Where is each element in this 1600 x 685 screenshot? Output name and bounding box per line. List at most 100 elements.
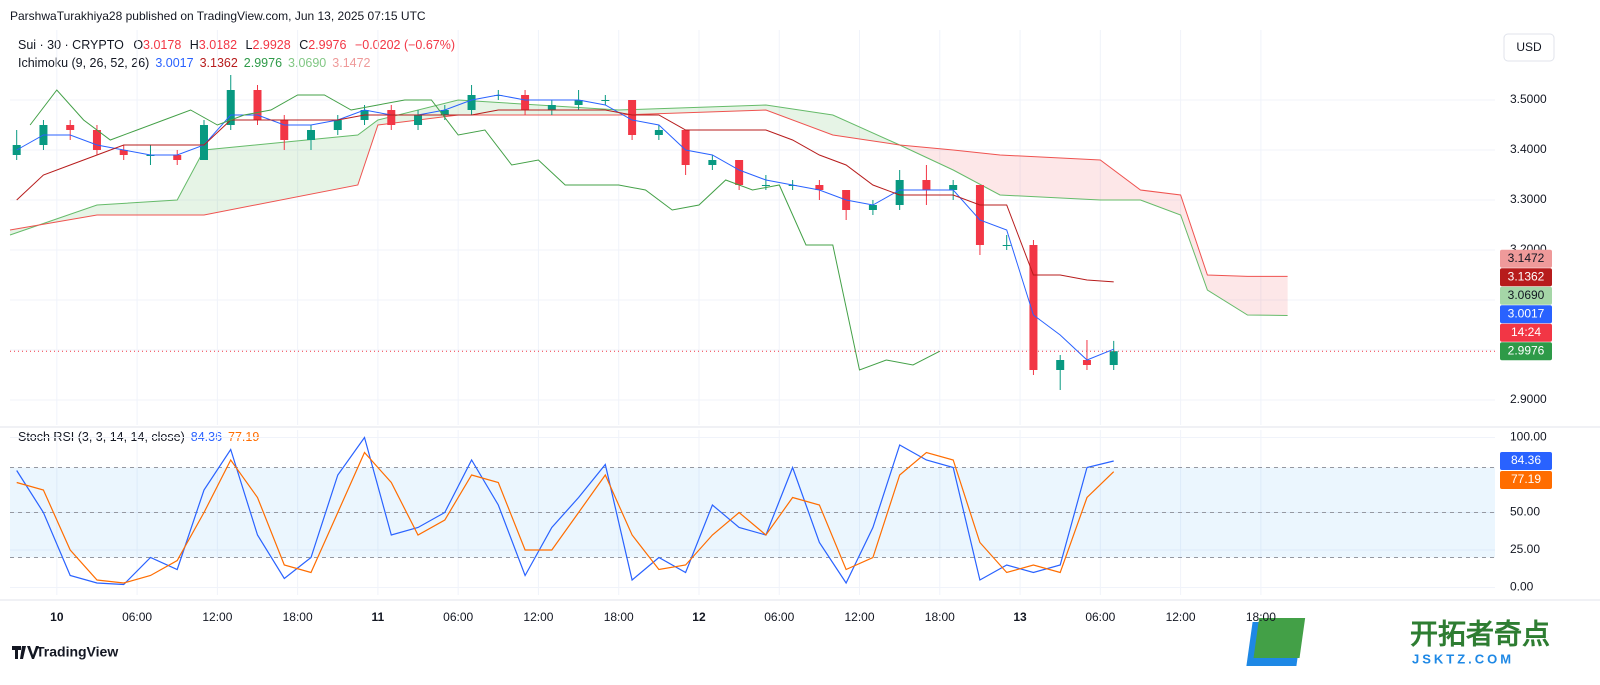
- cloud-fill: [1247, 276, 1288, 316]
- cloud-fill: [1140, 190, 1181, 215]
- x-tick-label: 06:00: [122, 610, 152, 624]
- cloud-fill: [1000, 155, 1101, 200]
- y-tick-label: 50.00: [1510, 505, 1540, 519]
- ichimoku-line: [16, 109, 1114, 283]
- stoch-line: [16, 451, 1115, 584]
- y-tick-label: 100.00: [1510, 430, 1547, 444]
- candle-body: [1029, 245, 1038, 370]
- price-badge-label: 3.1362: [1508, 269, 1545, 283]
- price-badge: [1500, 249, 1552, 268]
- price-badge: [1500, 342, 1552, 361]
- cloud-fill: [203, 135, 358, 215]
- o-label: O: [133, 38, 143, 52]
- currency-box[interactable]: [1503, 33, 1555, 62]
- currency: USD: [1516, 40, 1542, 54]
- ichimoku-title: Ichimoku (9, 26, 52, 26): [18, 56, 149, 70]
- x-tick-label: 12: [692, 610, 706, 624]
- x-tick-label: 12:00: [1166, 610, 1196, 624]
- candle-body: [92, 130, 101, 150]
- candle-body: [1056, 360, 1065, 370]
- price-badge: [1500, 268, 1552, 287]
- l-label: L: [246, 38, 253, 52]
- cloud-fill: [458, 100, 619, 115]
- candle-body: [1002, 245, 1011, 246]
- candle-body: [708, 160, 717, 165]
- countdown-badge: [1500, 323, 1552, 342]
- l-value: 2.9928: [252, 38, 290, 52]
- y-tick-label: 3.4000: [1510, 142, 1547, 156]
- candle-body: [868, 205, 877, 210]
- x-tick-label: 18:00: [604, 610, 634, 624]
- watermark: B 开拓者奇点 JSKTZ.COM: [1246, 618, 1550, 666]
- watermark-site: JSKTZ.COM: [1412, 651, 1514, 666]
- ichimoku-line: [16, 94, 1114, 361]
- candle-body: [654, 130, 663, 135]
- ichimoku-line: [29, 89, 941, 371]
- stoch-band: [10, 467, 1495, 558]
- candle-body: [735, 160, 744, 185]
- cloud-fill: [1100, 160, 1141, 200]
- stoch-line: [16, 436, 1114, 586]
- candle-body: [66, 125, 75, 130]
- x-tick-label: 12:00: [523, 610, 553, 624]
- cloud-fill: [96, 200, 178, 215]
- h-value: 3.0182: [199, 38, 237, 52]
- x-tick-label: 06:00: [764, 610, 794, 624]
- candle-body: [949, 185, 958, 190]
- cloud-fill: [618, 105, 766, 115]
- symbol: Sui · 30 · CRYPTO: [18, 38, 124, 52]
- candle-body: [414, 115, 423, 125]
- footer-brand: TradingView: [36, 644, 118, 660]
- x-tick-label: 12:00: [845, 610, 875, 624]
- ichimoku-value: 2.9976: [244, 56, 282, 70]
- logo-mark: [12, 646, 39, 659]
- stoch-badge: [1500, 470, 1552, 489]
- plot: 10 06:00 12:00 18:00 11 06:00 12:00 18:00 12 06:0…: [9, 30, 1552, 624]
- cloud-fill: [1207, 275, 1248, 315]
- cloud-fill: [177, 150, 204, 215]
- h-label: H: [190, 38, 199, 52]
- price-badge-label: 3.0690: [1508, 288, 1545, 302]
- cloud-fill: [953, 150, 1000, 195]
- candle-body: [173, 155, 182, 160]
- leading-span-b: [9, 109, 1288, 277]
- candle-body: [199, 125, 208, 160]
- x-tick-label: 12:00: [202, 610, 232, 624]
- candle-body: [1109, 351, 1118, 365]
- y-tick-label: 25.00: [1510, 542, 1540, 556]
- ichimoku-value: 3.1472: [332, 56, 370, 70]
- watermark-box-front: [1253, 618, 1306, 658]
- candle-body: [922, 180, 931, 190]
- candle-body: [521, 95, 530, 110]
- candle-body: [226, 90, 235, 125]
- ichimoku-legend: Ichimoku (9, 26, 52, 26) 3.0017 3.1362 2.99…: [18, 56, 371, 70]
- x-tick-label: 18:00: [1246, 610, 1276, 624]
- price-badge-label: 3.1472: [1508, 251, 1545, 265]
- countdown: 14:24: [1511, 325, 1541, 339]
- price-badge: [1500, 305, 1552, 324]
- candle-body: [387, 110, 396, 125]
- c-label: C: [299, 38, 308, 52]
- stoch-badge-label: 77.19: [1511, 472, 1541, 486]
- price-badge: [1500, 286, 1552, 305]
- candle-body: [681, 130, 690, 165]
- cloud-fill: [765, 105, 833, 135]
- x-tick-label: 18:00: [925, 610, 955, 624]
- candle-body: [895, 180, 904, 205]
- candle-body: [574, 100, 583, 105]
- candle-body: [12, 145, 21, 155]
- o-value: 3.0178: [143, 38, 181, 52]
- symbol-legend: Sui · 30 · CRYPTO O3.0178 H3.0182 L2.992…: [18, 38, 455, 52]
- footer-logo: [12, 646, 39, 659]
- c-value: 2.9976: [308, 38, 346, 52]
- ichimoku-value: 3.0017: [155, 56, 193, 70]
- stoch-badge: [1500, 451, 1552, 470]
- change: −0.0202 (−0.67%): [355, 38, 455, 52]
- candle-body: [975, 185, 984, 245]
- candle-body: [815, 185, 824, 190]
- watermark-letter: B: [1362, 622, 1384, 655]
- y-tick-label: 3.5000: [1510, 92, 1547, 106]
- stoch-badge-label: 84.36: [1511, 453, 1541, 467]
- candle-body: [440, 110, 449, 115]
